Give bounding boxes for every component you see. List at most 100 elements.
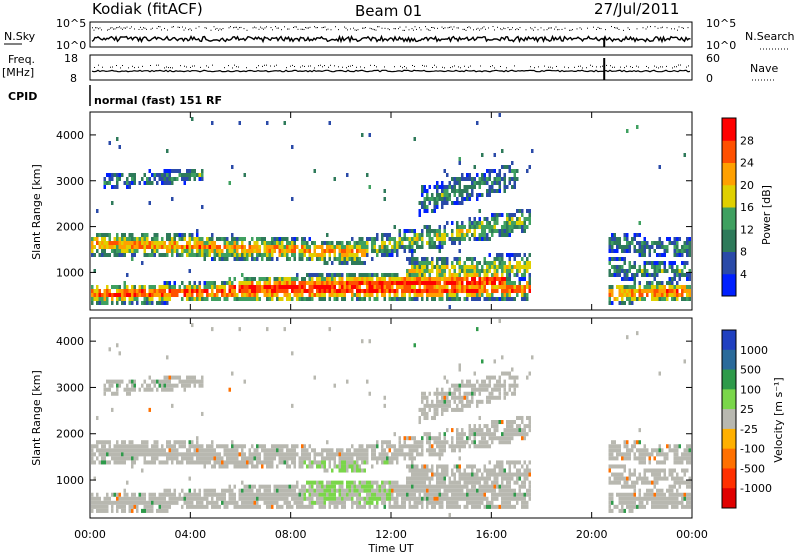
power-cell	[214, 245, 217, 249]
velocity-cell	[441, 493, 444, 497]
power-cell	[444, 229, 447, 233]
nave-dot	[648, 67, 649, 68]
velocity-cell	[304, 493, 307, 497]
power-cell	[294, 289, 297, 293]
velocity-cell	[304, 456, 307, 460]
power-cell	[439, 285, 442, 289]
power-cell	[431, 277, 434, 281]
velocity-cell	[129, 501, 132, 505]
velocity-cell	[99, 505, 102, 509]
power-cell	[304, 285, 307, 289]
power-cell	[506, 293, 509, 297]
power-cell	[496, 285, 499, 289]
velocity-cell	[391, 481, 394, 485]
velocity-cell	[169, 380, 172, 384]
velocity-cell	[454, 464, 457, 468]
velocity-cell	[454, 448, 457, 452]
velocity-cell	[361, 489, 364, 493]
power-cell	[131, 293, 134, 297]
velocity-cell	[286, 501, 289, 505]
power-cell	[299, 289, 302, 293]
power-cell	[329, 121, 332, 125]
power-cell	[261, 257, 264, 261]
power-cell	[311, 285, 314, 289]
velocity-cell	[419, 440, 422, 444]
power-cell	[499, 281, 502, 285]
velocity-cell	[106, 509, 109, 513]
power-cell	[416, 233, 419, 237]
power-cell	[156, 173, 159, 177]
power-cell	[609, 297, 612, 301]
power-cell	[684, 261, 687, 265]
velocity-cell	[466, 392, 469, 396]
power-cell	[384, 293, 387, 297]
power-cell	[116, 249, 119, 253]
velocity-cell	[324, 468, 327, 472]
power-cell	[469, 197, 472, 201]
velocity-cell	[346, 380, 349, 384]
velocity-cell	[164, 380, 167, 384]
velocity-cell	[231, 456, 234, 460]
nsearch-dot	[451, 26, 452, 27]
power-cell	[329, 293, 332, 297]
nsearch-dot	[92, 27, 93, 28]
power-cell	[154, 241, 157, 245]
power-cell	[471, 177, 474, 181]
power-cell	[471, 293, 474, 297]
velocity-cell	[376, 456, 379, 460]
velocity-cell	[401, 505, 404, 509]
power-cell	[496, 229, 499, 233]
power-cell	[464, 285, 467, 289]
nsearch-dot	[289, 29, 290, 30]
power-cell	[221, 249, 224, 253]
velocity-cell	[384, 485, 387, 489]
power-cell	[429, 273, 432, 277]
power-cell	[514, 181, 517, 185]
velocity-cell	[446, 493, 449, 497]
velocity-cell	[384, 460, 387, 464]
nsearch-dot	[494, 29, 495, 30]
velocity-cell	[141, 468, 144, 472]
velocity-cell	[494, 388, 497, 392]
velocity-cell	[431, 416, 434, 420]
power-cell	[429, 293, 432, 297]
power-cell	[689, 289, 692, 293]
velocity-cell	[129, 392, 132, 396]
power-cell	[689, 273, 692, 277]
power-cell	[294, 249, 297, 253]
power-cell	[514, 257, 517, 261]
velocity-cell	[326, 468, 329, 472]
power-cell	[96, 289, 99, 293]
velocity-cell	[484, 424, 487, 428]
velocity-cell	[404, 485, 407, 489]
power-cell	[444, 189, 447, 193]
velocity-cell	[221, 493, 224, 497]
power-cell	[281, 285, 284, 289]
velocity-cell	[474, 388, 477, 392]
velocity-cell	[91, 452, 94, 456]
power-cell	[649, 289, 652, 293]
velocity-cell	[226, 444, 229, 448]
power-cell	[681, 273, 684, 277]
velocity-cell	[146, 460, 149, 464]
power-cell	[484, 289, 487, 293]
velocity-cell	[204, 493, 207, 497]
power-cell	[434, 265, 437, 269]
velocity-cell	[141, 448, 144, 452]
velocity-cell	[411, 473, 414, 477]
velocity-cell	[481, 485, 484, 489]
power-cell	[671, 241, 674, 245]
power-cell	[514, 173, 517, 177]
velocity-cell	[141, 493, 144, 497]
power-cell	[256, 293, 259, 297]
nave-dot	[492, 65, 493, 66]
velocity-cell	[354, 452, 357, 456]
power-cell	[641, 297, 644, 301]
velocity-cell	[354, 485, 357, 489]
power-cell	[444, 273, 447, 277]
velocity-cell	[429, 452, 432, 456]
power-cell	[311, 297, 314, 301]
power-cell	[441, 233, 444, 237]
power-cell	[519, 277, 522, 281]
